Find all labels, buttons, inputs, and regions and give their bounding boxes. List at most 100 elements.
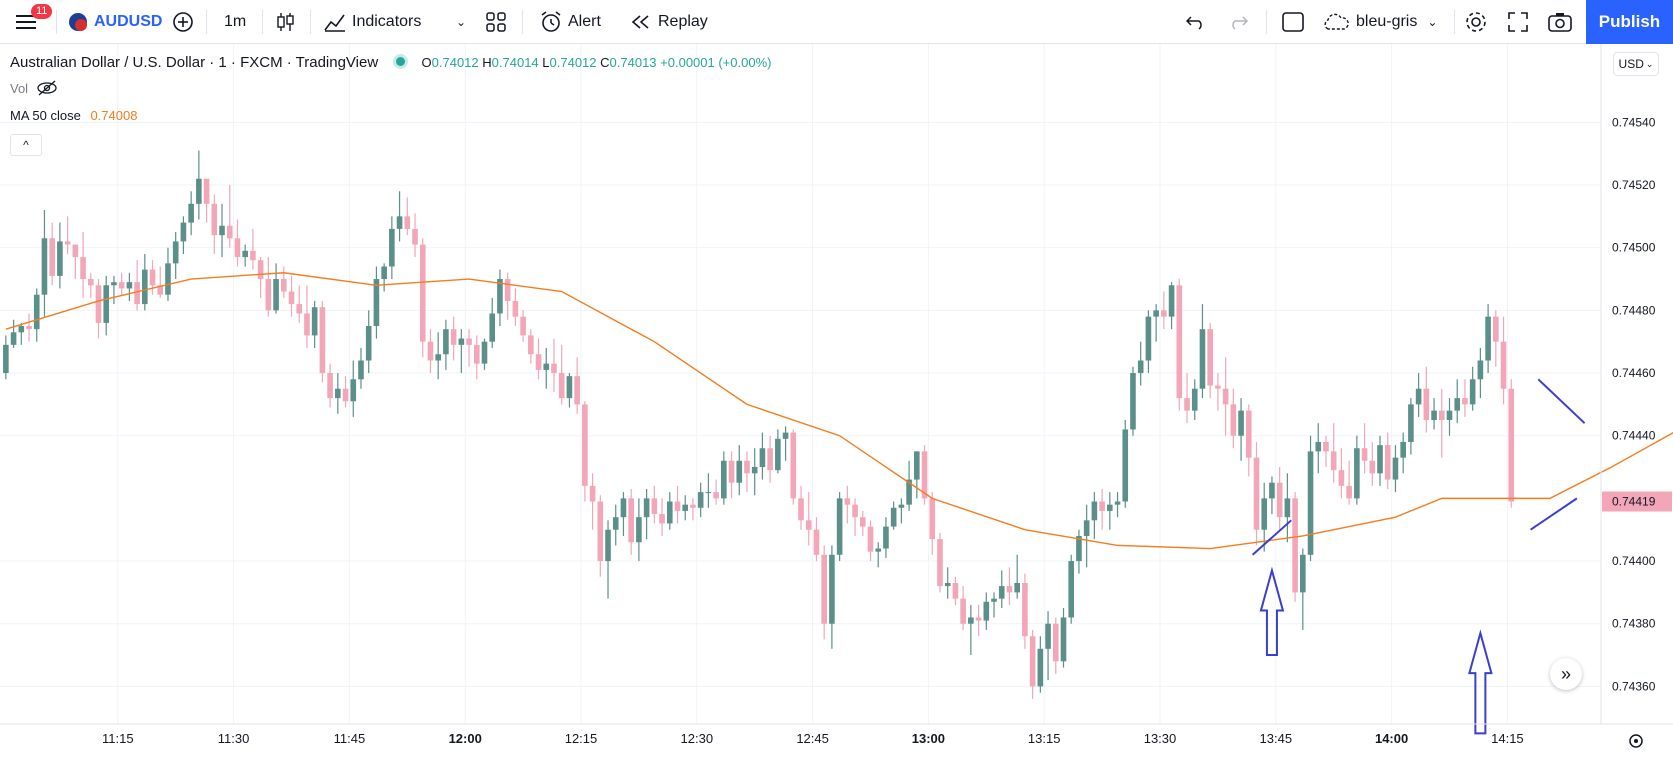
indicators-button[interactable]: Indicators: [324, 0, 421, 44]
gear-icon: [1466, 12, 1486, 32]
time-tick-label: 14:00: [1375, 731, 1408, 746]
candle-body: [118, 282, 125, 289]
candle-body: [1060, 617, 1067, 662]
trend-line-drawing[interactable]: [1537, 378, 1586, 424]
candle-body: [10, 332, 17, 345]
candle-body: [906, 479, 912, 505]
candle-body: [87, 279, 94, 286]
candle-body: [813, 529, 820, 555]
chart-type-button[interactable]: [276, 0, 296, 44]
candle-body: [234, 238, 241, 258]
snapshot-button[interactable]: [1548, 0, 1572, 44]
candle-body: [1369, 460, 1376, 474]
settings-button[interactable]: [1464, 0, 1488, 44]
double-chevron-right-icon: »: [1560, 663, 1571, 684]
price-axis[interactable]: 0.74540 0.74520 0.74500 0.74480 0.74460 0.744…: [1602, 115, 1672, 693]
symbol-title[interactable]: Australian Dollar / U.S. Dollar · 1 · FX…: [10, 54, 379, 71]
chevron-down-icon: ⌄: [456, 15, 467, 29]
collapse-legend-button[interactable]: ^: [10, 134, 42, 156]
candle-body: [350, 379, 357, 402]
redo-button[interactable]: [1228, 0, 1248, 44]
axis-settings-button[interactable]: [1629, 734, 1643, 748]
candle-body: [26, 326, 32, 330]
candle-body: [165, 263, 171, 295]
price-chart[interactable]: 0.74540 0.74520 0.74500 0.74480 0.74460 0.744…: [0, 44, 1673, 759]
interval-button[interactable]: 1m: [224, 0, 246, 44]
trend-line-drawing[interactable]: [1251, 519, 1292, 556]
time-axis[interactable]: 11:15 11:30 11:45 12:00 12:15 12:30 12:45 13:00…: [102, 731, 1524, 746]
compare-button[interactable]: [172, 0, 194, 44]
vol-label: Vol: [10, 80, 29, 96]
candle-body: [875, 548, 882, 552]
candle-body: [1292, 498, 1298, 593]
candle-body: [489, 313, 496, 342]
candle-body: [1207, 329, 1213, 386]
time-tick-label: 13:30: [1144, 731, 1177, 746]
candle-body: [1215, 385, 1221, 389]
ma-legend[interactable]: MA 50 close 0.74008: [10, 108, 137, 123]
candle-body: [257, 260, 264, 280]
chevron-down-icon: ⌄: [1427, 15, 1438, 29]
time-tick-label: 14:15: [1491, 731, 1524, 746]
cloud-icon: [1324, 13, 1349, 30]
fullscreen-icon: [1508, 12, 1528, 32]
currency-button[interactable]: USD ⌄: [1613, 52, 1659, 76]
undo-button[interactable]: [1186, 0, 1206, 44]
candle-body: [1045, 623, 1051, 649]
candle-body: [1346, 485, 1352, 499]
templates-button[interactable]: [486, 0, 506, 44]
scroll-to-realtime-button[interactable]: »: [1550, 658, 1582, 690]
gear-icon: [1629, 734, 1643, 748]
candle-body: [1006, 586, 1013, 593]
candle-body: [713, 492, 719, 499]
candle-body: [744, 460, 750, 474]
publish-button[interactable]: Publish: [1586, 0, 1673, 44]
candle-body: [203, 178, 210, 204]
candle-body: [914, 451, 920, 480]
ma-value: 0.74008: [90, 108, 138, 123]
symbol-search-button[interactable]: AUDUSD: [68, 0, 162, 44]
candle-body: [605, 529, 611, 562]
chart-legend: Australian Dollar / U.S. Dollar · 1 · FX…: [10, 54, 771, 71]
gear-center: [1634, 739, 1638, 743]
candle-body: [481, 341, 488, 364]
candles-icon: [277, 13, 294, 31]
time-tick-label: 13:45: [1260, 731, 1293, 746]
candle-body: [666, 501, 673, 524]
candle-body: [551, 363, 557, 374]
candle-body: [628, 498, 634, 543]
indicators-dropdown[interactable]: ⌄: [456, 0, 466, 44]
candle-body: [211, 203, 218, 236]
ohlc-values: O0.74012 H0.74014 L0.74012 C0.74013 +0.0…: [421, 55, 772, 70]
candle-body: [998, 586, 1005, 599]
rewind-icon: [631, 15, 649, 29]
notification-badge: 11: [31, 4, 53, 19]
candle-body: [558, 373, 565, 399]
time-tick-label: 12:00: [449, 731, 482, 746]
candle-body: [589, 485, 596, 502]
volume-legend[interactable]: Vol: [10, 80, 58, 96]
drawing-annotations[interactable]: [1251, 378, 1586, 735]
eye-off-icon[interactable]: [36, 80, 58, 96]
candle-body: [57, 241, 63, 276]
arrow-up-drawing[interactable]: [1468, 629, 1493, 735]
arrow-up-drawing[interactable]: [1259, 566, 1285, 657]
candle-body: [690, 504, 696, 508]
replay-button[interactable]: Replay: [630, 0, 708, 44]
candle-body: [1508, 388, 1515, 502]
alert-button[interactable]: Alert: [540, 0, 601, 44]
candle-body: [852, 504, 858, 518]
candle-body: [543, 363, 550, 370]
layout-name-button[interactable]: bleu-gris ⌄: [1322, 0, 1437, 44]
menu-button[interactable]: [16, 0, 38, 44]
fullscreen-layout-button[interactable]: [1282, 0, 1304, 44]
candle-body: [636, 517, 642, 543]
fullscreen-button[interactable]: [1508, 0, 1528, 44]
candle-body: [1485, 316, 1491, 361]
market-status-dot[interactable]: [396, 57, 406, 66]
trend-line-drawing[interactable]: [1529, 497, 1578, 531]
last-price-badge: [1602, 491, 1672, 512]
candle-body: [18, 326, 25, 333]
price-tick-label: 0.74440: [1612, 429, 1656, 443]
candle-body: [1114, 501, 1121, 505]
